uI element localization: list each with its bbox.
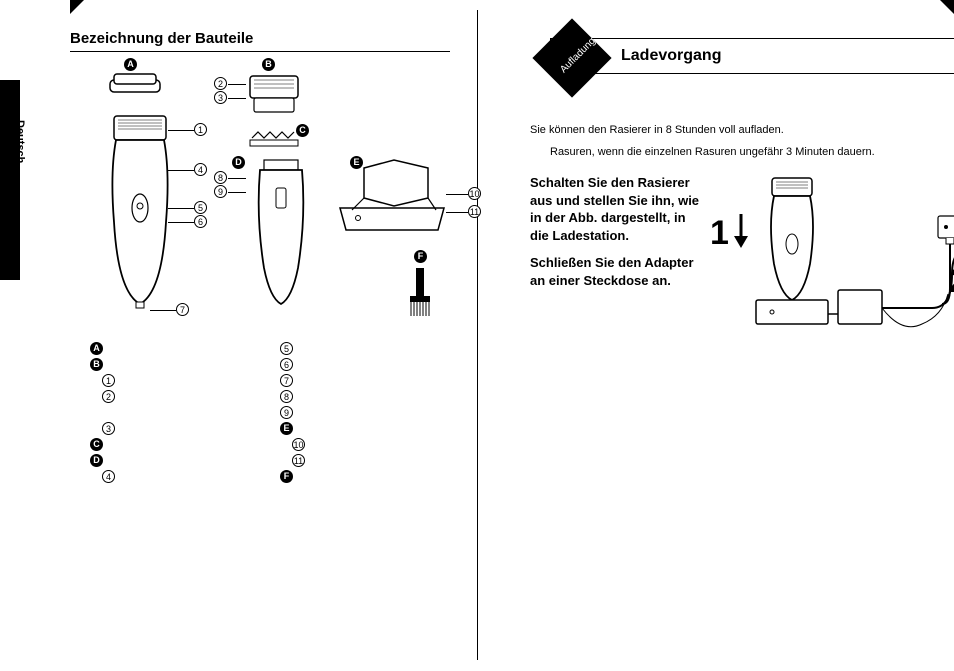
trimmer-body-icon xyxy=(246,158,316,308)
leader-3 xyxy=(228,98,246,99)
parts-diagram: A 1 4 5 xyxy=(90,62,470,342)
legend-n7: 7 xyxy=(280,374,293,387)
left-column: Deutsch Bezeichnung der Bauteile A xyxy=(0,0,500,671)
legend-c: C xyxy=(90,438,103,451)
legend-e: E xyxy=(280,422,293,435)
label-num-1: 1 xyxy=(194,123,207,136)
legend-n3: 3 xyxy=(102,422,115,435)
brush-icon xyxy=(406,266,434,320)
label-num-2: 2 xyxy=(214,77,227,90)
legend-n9: 9 xyxy=(280,406,293,419)
legend-n2: 2 xyxy=(102,390,115,403)
parts-heading: Bezeichnung der Bauteile xyxy=(70,30,450,52)
charging-heading-box: Aufladung Ladevorgang xyxy=(550,38,954,74)
leader-5 xyxy=(168,208,194,209)
label-num-8: 8 xyxy=(214,171,227,184)
leader-7 xyxy=(150,310,176,311)
big-num-1: 1 xyxy=(710,214,729,253)
label-num-9: 9 xyxy=(214,185,227,198)
shaver-body-icon xyxy=(100,112,180,312)
legend-n1: 1 xyxy=(102,374,115,387)
label-letter-b: B xyxy=(262,58,275,71)
label-num-4: 4 xyxy=(194,163,207,176)
right-column: Aufladung Ladevorgang Sie können den Ras… xyxy=(500,0,954,671)
blade-icon xyxy=(246,126,302,150)
label-num-7: 7 xyxy=(176,303,189,316)
legend-n5: 5 xyxy=(280,342,293,355)
step-block: Schalten Sie den Rasierer aus und stelle… xyxy=(530,174,954,394)
leader-8 xyxy=(228,178,246,179)
legend-a: A xyxy=(90,342,103,355)
step-figure: 1 xyxy=(718,174,954,394)
step1-text: Schalten Sie den Rasierer aus und stelle… xyxy=(530,174,700,244)
label-num-5: 5 xyxy=(194,201,207,214)
guard-icon xyxy=(108,72,162,98)
intro-text: Sie können den Rasierer in 8 Stunden vol… xyxy=(530,124,954,136)
leader-6 xyxy=(168,222,194,223)
label-num-10: 10 xyxy=(468,187,481,200)
label-letter-a: A xyxy=(124,58,137,71)
page: Deutsch Bezeichnung der Bauteile A xyxy=(0,0,954,671)
leader-11 xyxy=(446,212,468,213)
leader-10 xyxy=(446,194,468,195)
label-num-3: 3 xyxy=(214,91,227,104)
legend-n11: 11 xyxy=(292,454,305,467)
legend-n8: 8 xyxy=(280,390,293,403)
leader-4 xyxy=(168,170,194,171)
legend-f: F xyxy=(280,470,293,483)
note-text: Rasuren, wenn die einzelnen Rasuren unge… xyxy=(550,146,954,158)
language-label: Deutsch xyxy=(14,120,26,163)
legend-d: D xyxy=(90,454,103,467)
label-num-6: 6 xyxy=(194,215,207,228)
dock-icon xyxy=(334,158,454,238)
side-tab xyxy=(0,80,20,280)
label-letter-d: D xyxy=(232,156,245,169)
head-unit-icon xyxy=(246,72,302,120)
leader-9 xyxy=(228,192,246,193)
down-arrow-icon xyxy=(732,212,750,250)
legend-n4: 4 xyxy=(102,470,115,483)
legend-n10: 10 xyxy=(292,438,305,451)
shaver-dock-icon xyxy=(752,174,954,344)
legend-b: B xyxy=(90,358,103,371)
label-letter-f: F xyxy=(414,250,427,263)
label-num-11: 11 xyxy=(468,205,481,218)
outlet-icon xyxy=(936,214,954,240)
leader-2 xyxy=(228,84,246,85)
step-text: Schalten Sie den Rasierer aus und stelle… xyxy=(530,174,700,394)
leader-1 xyxy=(168,130,194,131)
big-num-2: 2 xyxy=(949,262,954,301)
legend-n6: 6 xyxy=(280,358,293,371)
step2-text: Schließen Sie den Adapter an einer Steck… xyxy=(530,254,700,289)
